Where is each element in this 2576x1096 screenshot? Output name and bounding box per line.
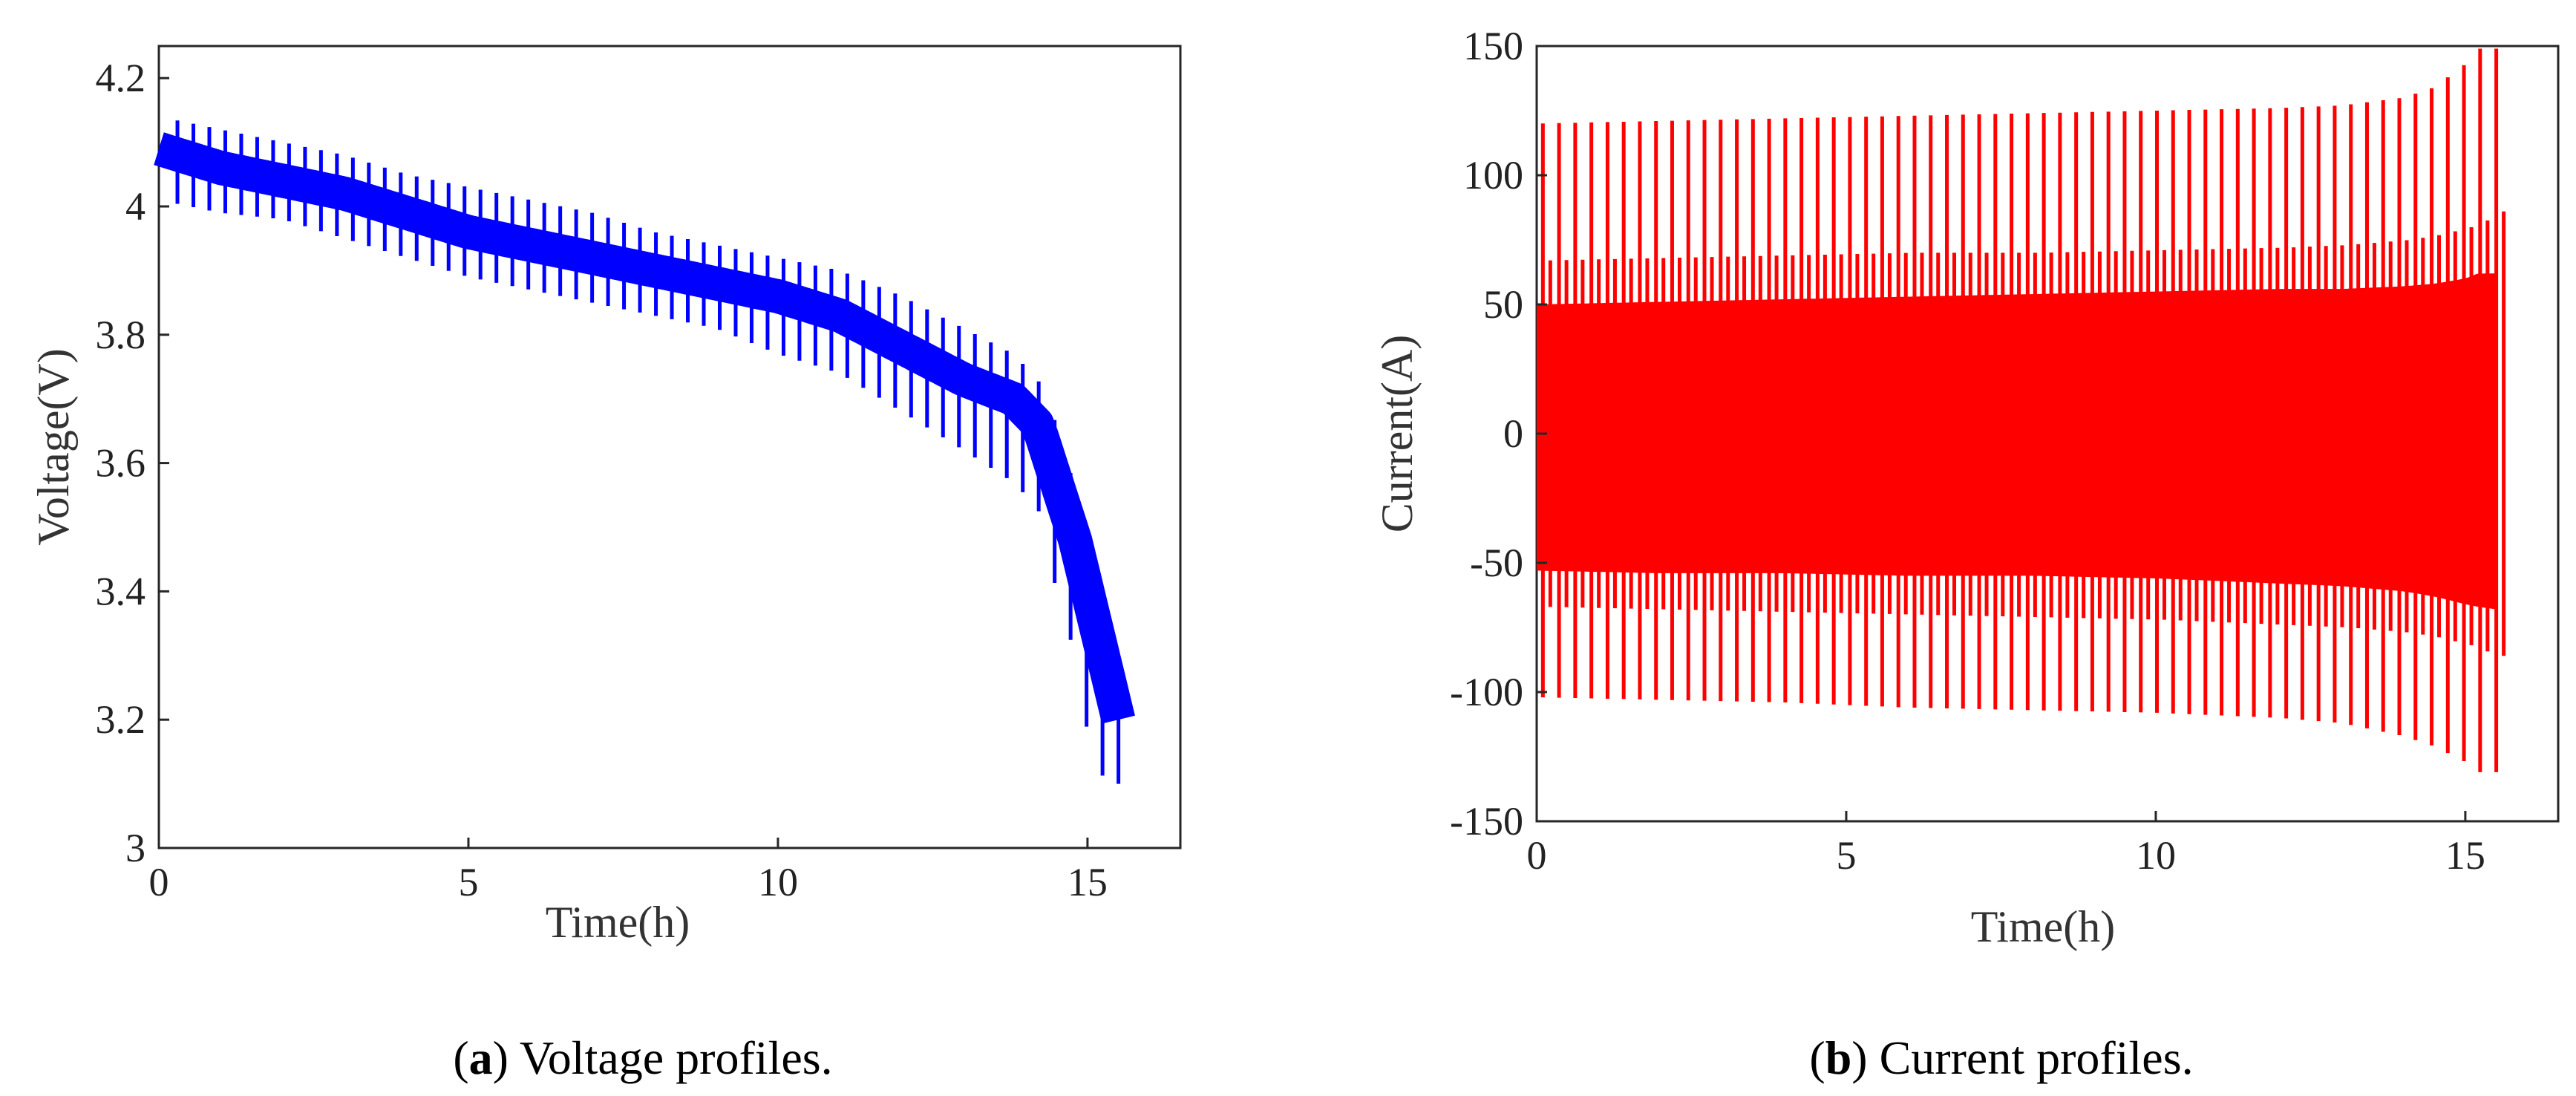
voltage-series (146, 120, 1135, 784)
current-chart: 0 5 10 15 -150 -100 -50 0 50 100 150 Time(h) Curre… (1373, 24, 2560, 951)
voltage-x-axis-label: Time(h) (546, 898, 690, 947)
current-y-tick-label: 0 (1503, 411, 1523, 456)
current-y-tick-label: -50 (1470, 541, 1523, 585)
current-x-tick-label: 15 (2445, 833, 2485, 878)
current-caption: (b) Current profiles. (1809, 1031, 2194, 1084)
current-y-tick-label: 150 (1463, 24, 1523, 68)
caption-letter-a: a (468, 1031, 493, 1084)
voltage-y-tick-label: 3.6 (96, 441, 146, 486)
current-x-tick-label: 10 (2136, 833, 2176, 878)
voltage-x-tick-label: 0 (149, 860, 169, 904)
voltage-x-tick-label: 10 (758, 860, 798, 904)
caption-text-b: Current profiles. (1867, 1031, 2194, 1084)
voltage-caption: (a) Voltage profiles. (453, 1031, 833, 1084)
caption-text-a: Voltage profiles. (508, 1031, 833, 1084)
current-y-tick-label: -150 (1450, 799, 1523, 844)
voltage-y-tick-label: 3.8 (96, 313, 146, 357)
current-x-tick-label: 5 (1836, 833, 1856, 878)
voltage-y-tick-label: 3.4 (96, 569, 146, 613)
current-x-axis-label: Time(h) (1971, 902, 2115, 951)
voltage-y-tick-label: 3.2 (96, 697, 146, 742)
current-y-tick-label: 100 (1463, 153, 1523, 198)
voltage-x-tick-label: 15 (1068, 860, 1108, 904)
voltage-x-tick-label: 5 (458, 860, 478, 904)
current-y-tick-label: -100 (1450, 670, 1523, 714)
voltage-plot-frame (157, 45, 1182, 849)
current-axis-ticks: 0 5 10 15 -150 -100 -50 0 50 100 150 (1450, 24, 2485, 878)
voltage-y-tick-label: 3 (125, 826, 146, 870)
current-series (1537, 48, 2506, 772)
voltage-y-axis-label: Voltage(V) (29, 348, 78, 546)
voltage-axis-ticks: 0 5 10 15 3 3.2 3.4 3.6 3.8 4 4.2 (96, 56, 1108, 904)
voltage-chart: 0 5 10 15 3 3.2 3.4 3.6 3.8 4 4.2 Time(h) Voltage(… (29, 45, 1182, 947)
voltage-y-tick-label: 4 (125, 184, 146, 229)
current-y-axis-label: Current(A) (1373, 335, 1422, 533)
caption-letter-b: b (1825, 1031, 1852, 1084)
current-x-tick-label: 0 (1527, 833, 1547, 878)
voltage-y-tick-label: 4.2 (96, 56, 146, 100)
current-y-tick-label: 50 (1483, 282, 1523, 327)
